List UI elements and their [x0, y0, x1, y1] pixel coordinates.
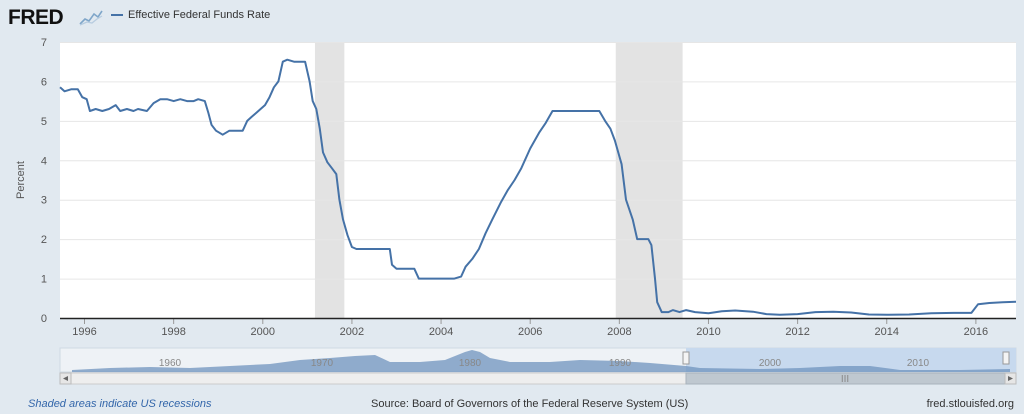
- navigator-series-area: [72, 350, 1010, 372]
- navigator-label: 2010: [907, 358, 930, 369]
- x-tick-label: 2008: [607, 326, 631, 338]
- recession-band: [615, 42, 683, 318]
- navigator-label: 1960: [159, 358, 182, 369]
- chart-legend[interactable]: Effective Federal Funds Rate: [111, 9, 270, 21]
- recession-bands: [314, 42, 683, 318]
- plot-area: [60, 42, 1016, 318]
- scroll-right-arrow-icon: [1008, 376, 1013, 381]
- y-tick-label: 6: [41, 76, 47, 88]
- y-tick-label: 0: [41, 313, 47, 325]
- source-note: Source: Board of Governors of the Federa…: [371, 398, 689, 410]
- x-tick-label: 1998: [161, 326, 185, 338]
- series-group: [59, 58, 1017, 316]
- site-link[interactable]: fred.stlouisfed.org: [926, 398, 1014, 410]
- x-tick-label: 2014: [875, 326, 899, 338]
- y-tick-label: 7: [41, 37, 47, 49]
- gridlines: [60, 42, 1016, 280]
- navigator-label: 2000: [759, 358, 782, 369]
- x-tick-label: 2010: [696, 326, 720, 338]
- y-tick-label: 1: [41, 274, 47, 286]
- legend-swatch: [111, 14, 123, 16]
- x-tick-label: 2012: [785, 326, 809, 338]
- navigator-scrollbar[interactable]: III: [59, 372, 1017, 385]
- recession-note: Shaded areas indicate US recessions: [28, 398, 212, 410]
- scrollbar-grip-icon: III: [841, 374, 849, 385]
- y-axis-label: Percent: [15, 161, 27, 199]
- series-line-effective-federal-funds-rate[interactable]: [59, 58, 1017, 316]
- recession-band: [314, 42, 345, 318]
- y-tick-label: 5: [41, 116, 47, 128]
- x-tick-label: 2002: [340, 326, 364, 338]
- x-tick-label: 2016: [964, 326, 988, 338]
- legend-label: Effective Federal Funds Rate: [128, 9, 271, 21]
- x-tick-label: 1996: [72, 326, 96, 338]
- x-tick-label: 2000: [251, 326, 275, 338]
- y-tick-label: 3: [41, 195, 47, 207]
- y-tick-label: 2: [41, 234, 47, 246]
- navigator-label: 1970: [311, 358, 334, 369]
- navigator-left-handle[interactable]: [682, 351, 690, 365]
- x-tick-label: 2006: [518, 326, 542, 338]
- chart-svg: 0 1 2 3 4 5 6 7 1996 1998 2000 2002 2004 2006 2008 201…: [15, 37, 1017, 385]
- navigator-labels: 1960 1970 1980 1990 2000 2010: [159, 358, 930, 369]
- navigator-right-handle[interactable]: [1002, 351, 1010, 365]
- navigator-label: 1980: [459, 358, 482, 369]
- fred-chart-glyph-icon: [79, 8, 103, 26]
- scroll-left-arrow-icon: [63, 376, 68, 381]
- y-tick-label: 4: [41, 155, 47, 167]
- x-axis-ticks: 1996 1998 2000 2002 2004 2006 2008 2010 2012 2014…: [72, 318, 988, 338]
- x-tick-label: 2004: [429, 326, 453, 338]
- navigator-label: 1990: [609, 358, 632, 369]
- y-axis-ticks: 0 1 2 3 4 5 6 7: [41, 37, 47, 325]
- chart-header: FRED Effective Federal Funds Rate: [0, 0, 1024, 34]
- navigator[interactable]: 1960 1970 1980 1990 2000 2010: [59, 347, 1017, 373]
- fred-logo[interactable]: FRED: [8, 6, 64, 29]
